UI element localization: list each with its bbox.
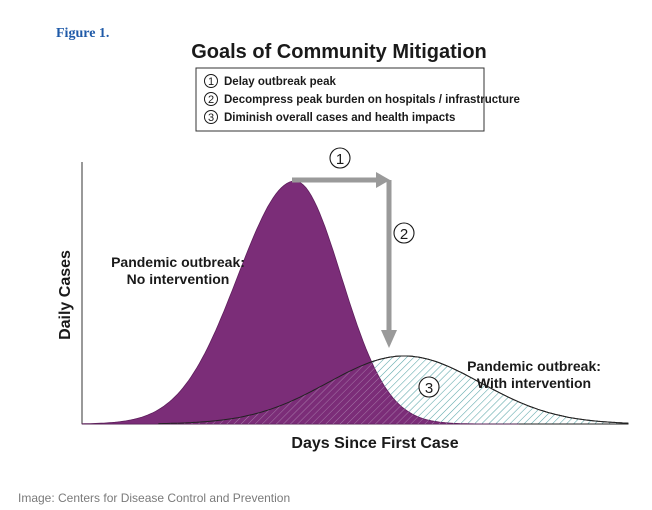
legend-text-2: Decompress peak burden on hospitals / in… (224, 94, 520, 106)
step-number-2: 2 (400, 226, 408, 243)
decompress-arrow: 2 (381, 180, 415, 348)
image-credit: Image: Centers for Disease Control and P… (18, 491, 291, 505)
figure-label: Figure 1. (56, 26, 110, 41)
delay-arrow: 1 (292, 147, 390, 188)
diminish-marker: 3 (418, 376, 440, 398)
legend-item-2: 2 Decompress peak burden on hospitals / … (204, 92, 520, 106)
x-axis-label: Days Since First Case (291, 435, 458, 452)
label-no-intervention: Pandemic outbreak: No intervention (111, 254, 245, 287)
overlap-hatch (158, 361, 519, 424)
label-no-intervention-line-1: Pandemic outbreak: (111, 254, 245, 270)
with-intervention-outline (158, 355, 629, 425)
label-with-intervention-line-2: With intervention (477, 375, 591, 391)
legend-text-1: Delay outbreak peak (224, 76, 336, 88)
step-number-3: 3 (425, 380, 433, 397)
legend-number-1: 1 (208, 76, 214, 88)
y-axis-label: Daily Cases (57, 250, 74, 340)
legend-box: 1 Delay outbreak peak 2 Decompress peak … (195, 67, 520, 132)
step-number-1: 1 (336, 151, 344, 168)
chart-title: Goals of Community Mitigation (191, 41, 487, 63)
legend-text-3: Diminish overall cases and health impact… (224, 112, 455, 124)
legend-number-3: 3 (208, 112, 214, 124)
label-with-intervention: Pandemic outbreak: With intervention (467, 358, 601, 391)
legend-item-1: 1 Delay outbreak peak (204, 74, 336, 88)
legend-item-3: 3 Diminish overall cases and health impa… (204, 110, 455, 124)
label-with-intervention-line-1: Pandemic outbreak: (467, 358, 601, 374)
label-no-intervention-line-2: No intervention (127, 271, 230, 287)
legend-number-2: 2 (208, 94, 214, 106)
